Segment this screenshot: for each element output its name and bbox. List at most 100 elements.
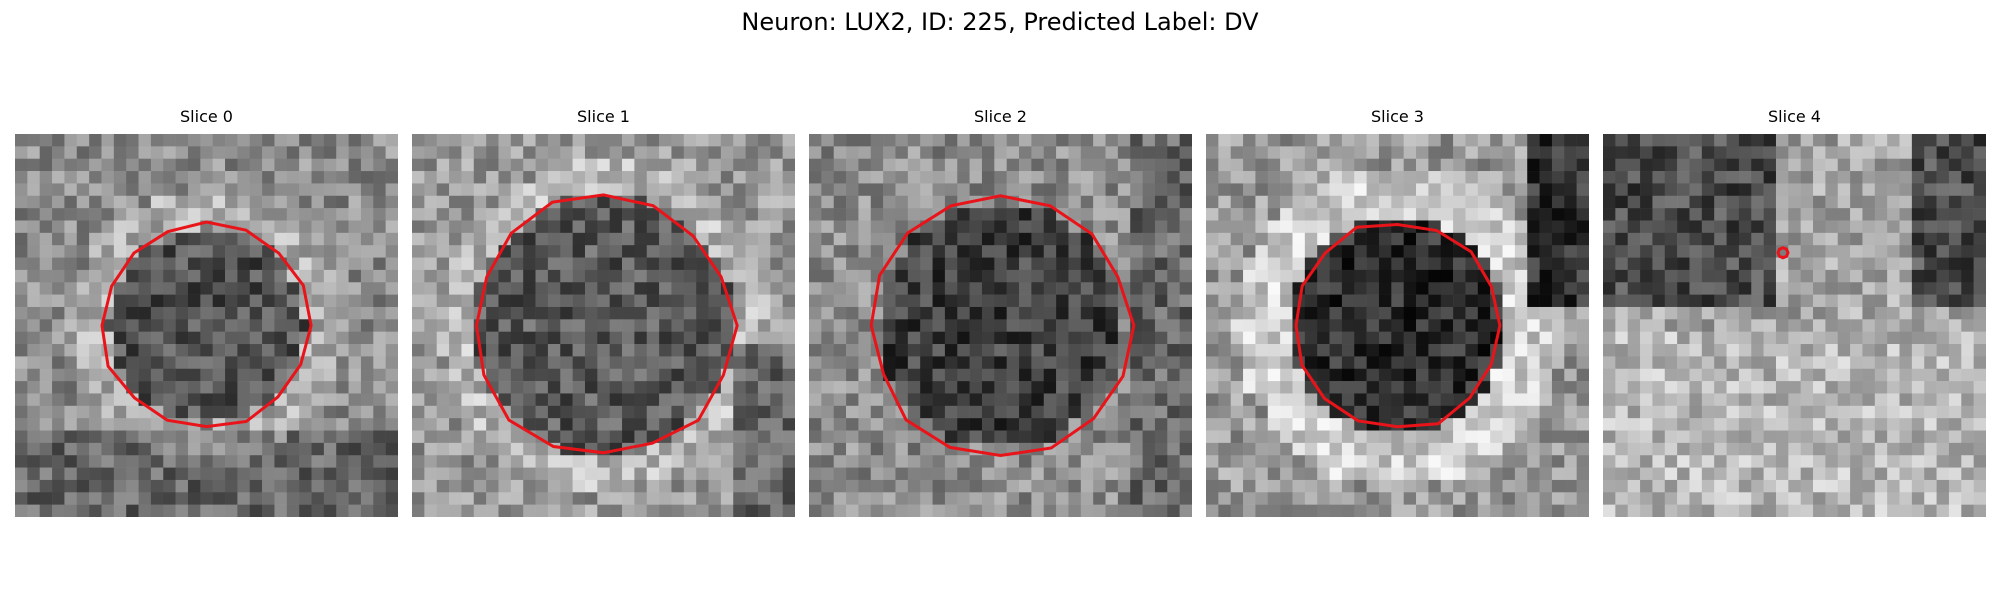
pixel (15, 479, 28, 493)
pixel (846, 492, 859, 505)
pixel (969, 467, 983, 481)
pixel (821, 158, 834, 172)
pixel (64, 430, 78, 444)
pixel (336, 171, 349, 184)
pixel (1056, 158, 1069, 172)
pixel (101, 269, 115, 283)
pixel (39, 208, 53, 221)
pixel (1031, 344, 1045, 357)
pixel (262, 208, 275, 221)
pixel (486, 282, 499, 295)
pixel (1378, 134, 1392, 147)
pixel (1428, 356, 1442, 370)
pixel (1218, 455, 1231, 468)
pixel (969, 504, 983, 517)
pixel (1043, 381, 1057, 394)
pixel (1640, 282, 1653, 295)
pixel (1936, 442, 1950, 456)
pixel (1837, 455, 1851, 468)
pixel (584, 492, 598, 505)
pixel (498, 467, 512, 481)
pixel (622, 134, 635, 147)
pixel (249, 282, 263, 295)
pixel (150, 257, 164, 271)
pixel (846, 467, 859, 481)
pixel (1218, 306, 1231, 320)
pixel (1701, 504, 1715, 517)
pixel (39, 146, 53, 159)
pixel (89, 319, 102, 332)
pixel (1564, 134, 1577, 147)
pixel (1391, 405, 1404, 419)
pixel (373, 455, 386, 468)
pixel (895, 442, 909, 456)
pixel (846, 257, 859, 271)
pixel (360, 158, 374, 172)
pixel (994, 479, 1007, 493)
pixel (858, 405, 872, 419)
pixel (770, 294, 783, 308)
pixel (510, 195, 524, 209)
pixel (1354, 195, 1367, 209)
pixel (1899, 294, 1913, 308)
pixel (436, 442, 450, 456)
pixel (1726, 183, 1740, 197)
pixel (101, 195, 115, 209)
pixel (920, 269, 933, 283)
pixel (1837, 393, 1851, 407)
pixel (373, 257, 386, 271)
pixel (1899, 134, 1913, 147)
pixel (1564, 146, 1577, 159)
pixel (671, 344, 685, 357)
pixel (1093, 257, 1106, 271)
pixel (348, 134, 362, 147)
pixel (1154, 257, 1168, 271)
pixel (1813, 504, 1826, 517)
slice-title: Slice 3 (1371, 107, 1424, 126)
pixel (323, 134, 337, 147)
pixel (76, 158, 90, 172)
pixel (1179, 220, 1192, 234)
pixel (1615, 381, 1628, 394)
pixel (547, 183, 561, 197)
pixel (1354, 158, 1367, 172)
pixel (311, 269, 325, 283)
pixel (597, 220, 610, 234)
pixel (274, 455, 288, 468)
pixel (1477, 356, 1491, 370)
pixel (1911, 306, 1925, 320)
pixel (671, 146, 685, 159)
pixel (1230, 418, 1244, 431)
pixel (622, 158, 635, 172)
pixel (770, 245, 783, 258)
pixel (1329, 195, 1343, 209)
pixel (1701, 381, 1715, 394)
pixel (907, 442, 921, 456)
pixel (323, 319, 337, 332)
pixel (323, 245, 337, 258)
pixel (1230, 331, 1244, 345)
pixel (286, 393, 300, 407)
pixel (1154, 146, 1168, 159)
pixel (1664, 430, 1678, 444)
pixel (1726, 492, 1740, 505)
pixel (1465, 294, 1479, 308)
pixel (486, 418, 499, 431)
pixel (449, 344, 462, 357)
pixel (1341, 269, 1355, 283)
pixel (225, 467, 238, 481)
pixel (1701, 232, 1715, 246)
pixel (1105, 492, 1119, 505)
pixel (274, 479, 288, 493)
pixel (745, 195, 759, 209)
pixel (1218, 405, 1231, 419)
pixel (336, 467, 349, 481)
pixel (1416, 319, 1429, 332)
pixel (1677, 344, 1690, 357)
pixel (782, 134, 795, 147)
pixel (1490, 195, 1503, 209)
pixel (274, 195, 288, 209)
pixel (745, 245, 759, 258)
pixel (1726, 294, 1740, 308)
pixel (1837, 171, 1851, 184)
